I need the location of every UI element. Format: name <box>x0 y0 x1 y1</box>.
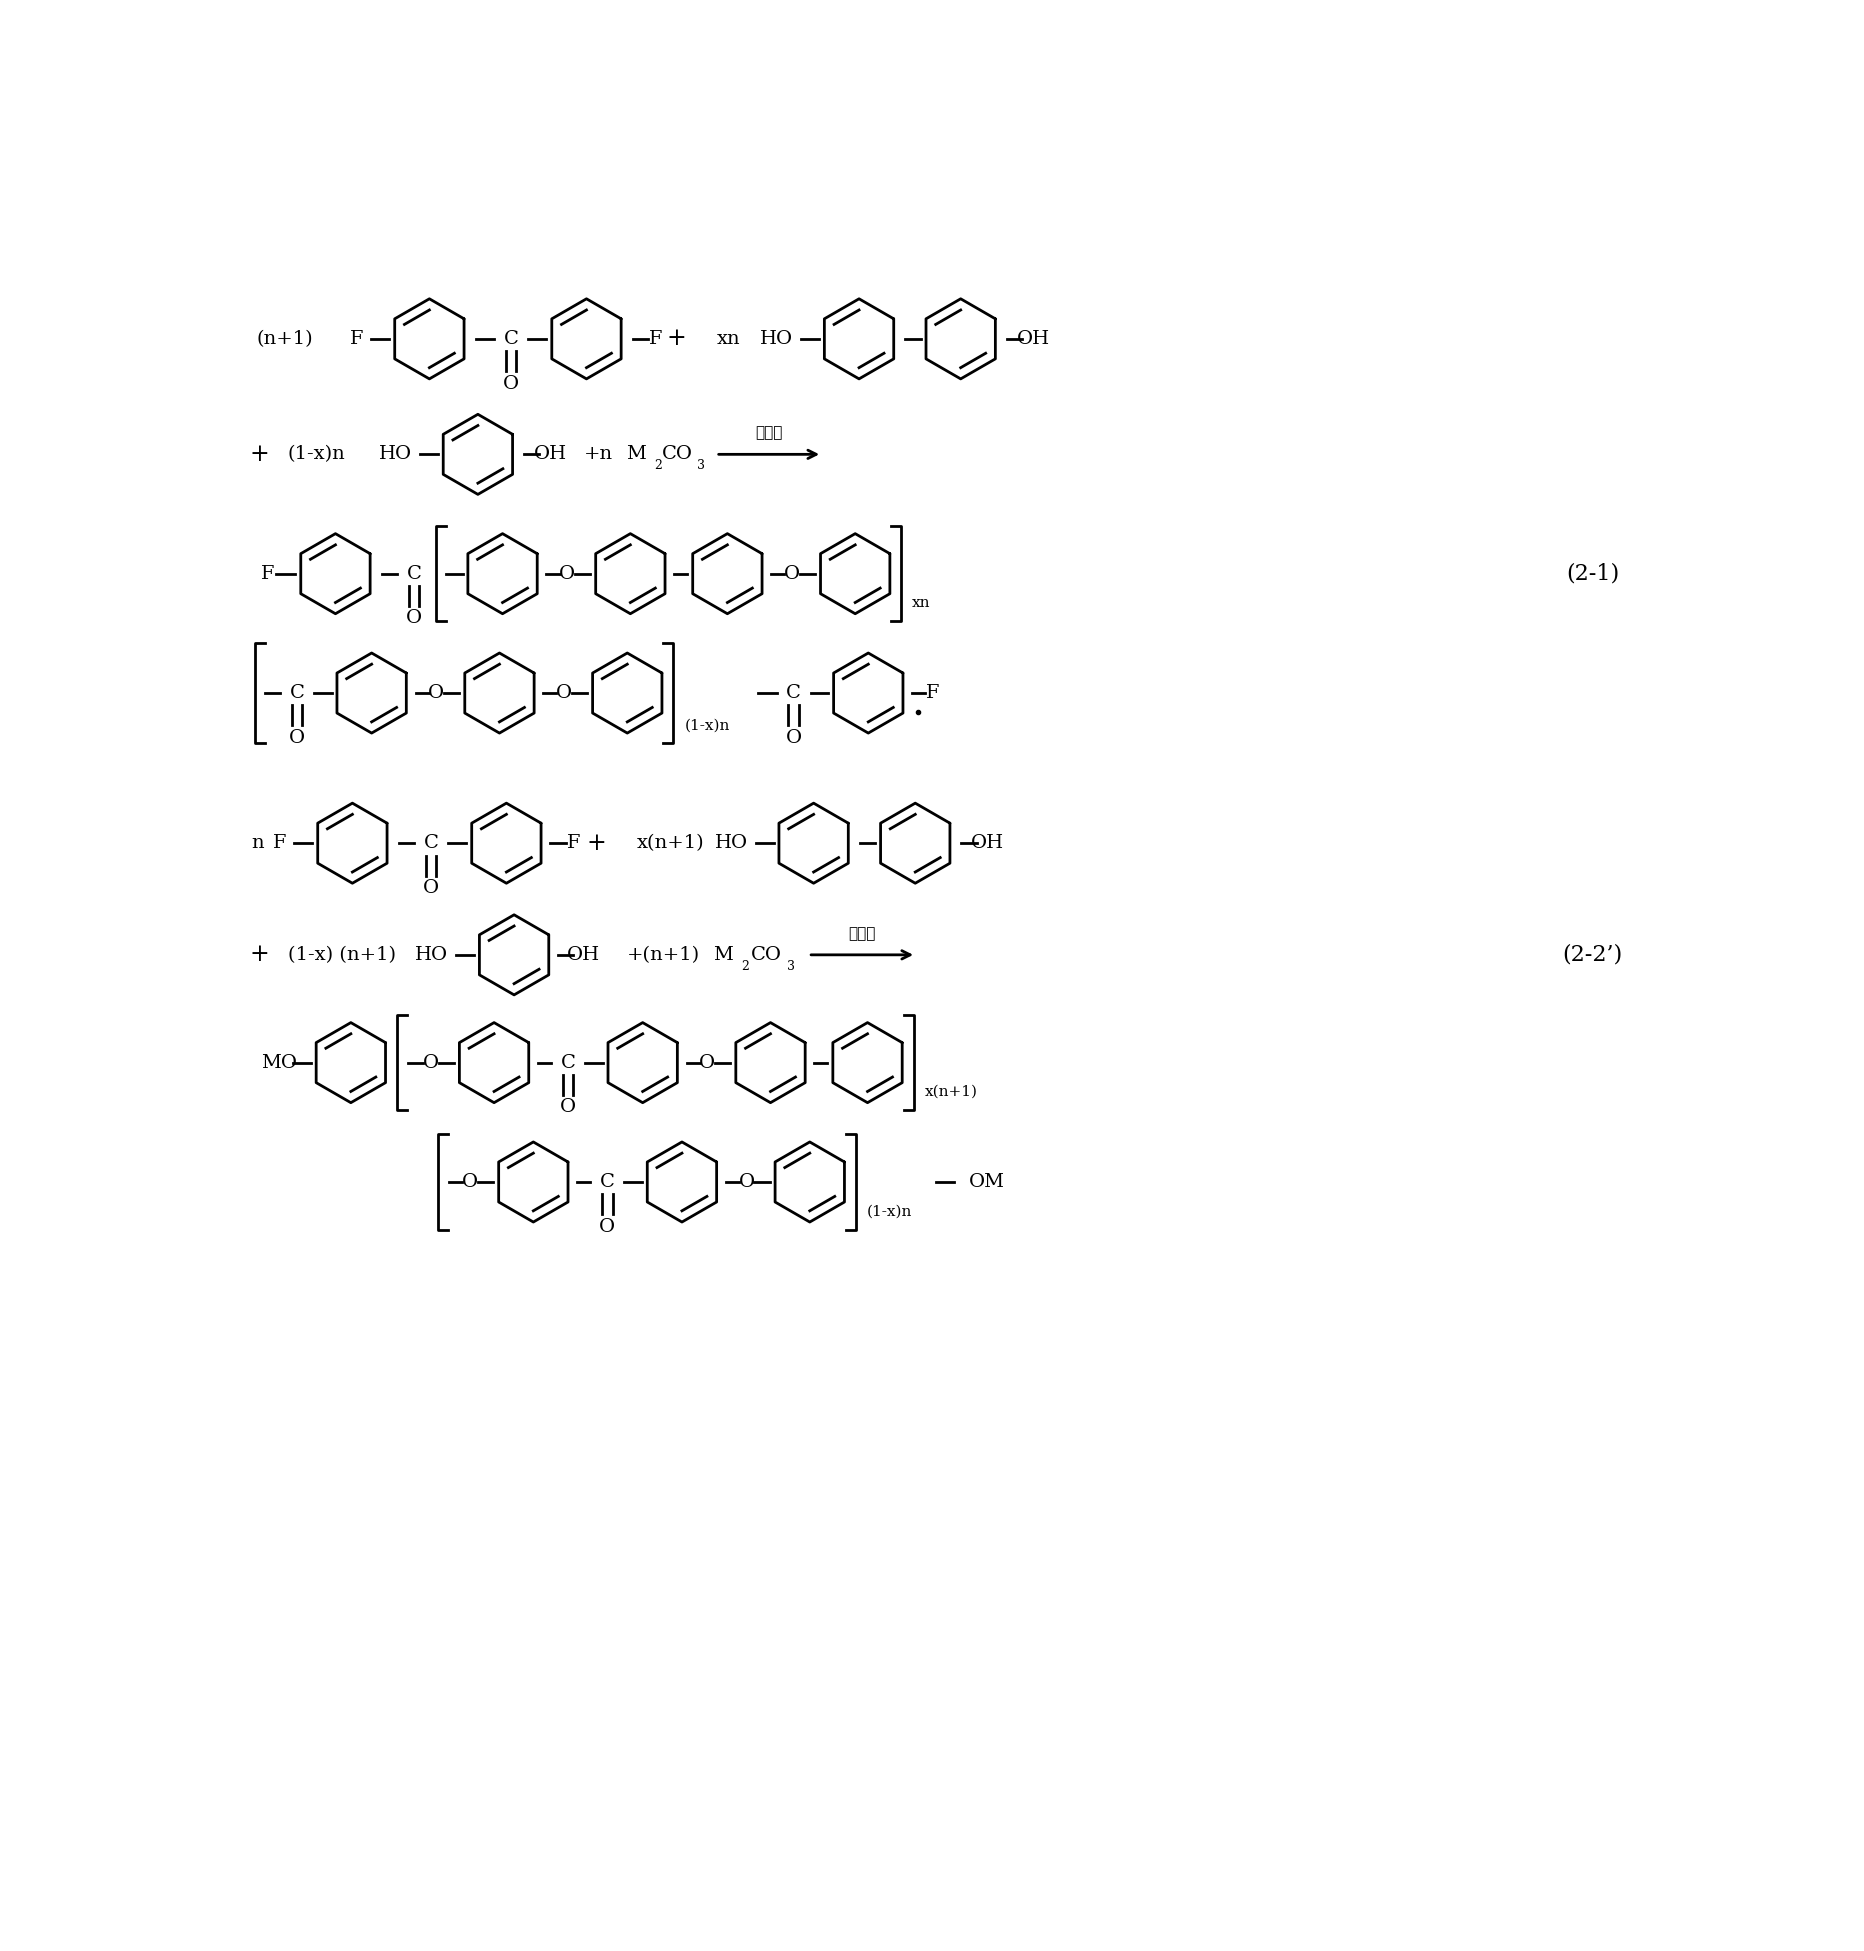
Text: O: O <box>406 609 421 628</box>
Text: C: C <box>600 1173 615 1190</box>
Text: O: O <box>503 375 518 392</box>
Text: 3: 3 <box>787 960 796 974</box>
Text: O: O <box>559 1098 576 1116</box>
Text: x(n+1): x(n+1) <box>636 835 705 853</box>
Text: M: M <box>626 445 645 462</box>
Text: (1-x)n: (1-x)n <box>287 445 345 462</box>
Text: F: F <box>350 330 363 347</box>
Text: O: O <box>423 1054 440 1071</box>
Text: HO: HO <box>714 835 747 853</box>
Text: +: + <box>587 831 606 855</box>
Text: C: C <box>289 685 304 702</box>
Text: F: F <box>649 330 662 347</box>
Text: HO: HO <box>378 445 412 462</box>
Text: F: F <box>926 685 939 702</box>
Text: HO: HO <box>761 330 794 347</box>
Text: +: + <box>667 328 686 351</box>
Text: 2: 2 <box>742 960 749 974</box>
Text: +: + <box>250 944 268 966</box>
Text: F: F <box>274 835 287 853</box>
Text: +(n+1): +(n+1) <box>628 946 701 964</box>
Text: O: O <box>559 564 576 583</box>
Text: (1-x)n: (1-x)n <box>684 718 729 732</box>
Text: OH: OH <box>1016 330 1049 347</box>
Text: C: C <box>503 330 518 347</box>
Text: O: O <box>785 564 800 583</box>
Text: O: O <box>289 730 306 747</box>
Text: O: O <box>555 685 572 702</box>
Text: C: C <box>423 835 438 853</box>
Text: (2-1): (2-1) <box>1566 562 1620 585</box>
Text: 环丁砌: 环丁砌 <box>755 427 783 441</box>
Text: O: O <box>429 685 444 702</box>
Text: (2-2’): (2-2’) <box>1562 944 1624 966</box>
Text: OH: OH <box>567 946 600 964</box>
Text: CO: CO <box>751 946 781 964</box>
Text: F: F <box>261 564 274 583</box>
Text: O: O <box>462 1173 479 1190</box>
Text: 3: 3 <box>697 458 705 472</box>
Text: F: F <box>567 835 580 853</box>
Text: O: O <box>423 878 440 897</box>
Text: 2: 2 <box>654 458 662 472</box>
Text: OH: OH <box>971 835 1005 853</box>
Text: (1-x) (n+1): (1-x) (n+1) <box>287 946 395 964</box>
Text: xn: xn <box>911 595 930 611</box>
Text: C: C <box>561 1054 576 1071</box>
Text: O: O <box>738 1173 755 1190</box>
Text: C: C <box>406 564 421 583</box>
Text: O: O <box>598 1217 615 1235</box>
Text: CO: CO <box>662 445 693 462</box>
Text: O: O <box>785 730 802 747</box>
Text: MO: MO <box>261 1054 296 1071</box>
Text: O: O <box>699 1054 716 1071</box>
Text: HO: HO <box>416 946 447 964</box>
Text: (1-x)n: (1-x)n <box>867 1204 911 1217</box>
Text: M: M <box>714 946 733 964</box>
Text: (n+1): (n+1) <box>257 330 313 347</box>
Text: +n: +n <box>583 445 613 462</box>
Text: C: C <box>787 685 802 702</box>
Text: +: + <box>250 443 268 466</box>
Text: OM: OM <box>969 1173 1005 1190</box>
Text: n: n <box>252 835 265 853</box>
Text: xn: xn <box>716 330 740 347</box>
Text: x(n+1): x(n+1) <box>925 1085 977 1098</box>
Text: OH: OH <box>533 445 567 462</box>
Text: 环丁砌: 环丁砌 <box>848 927 876 940</box>
